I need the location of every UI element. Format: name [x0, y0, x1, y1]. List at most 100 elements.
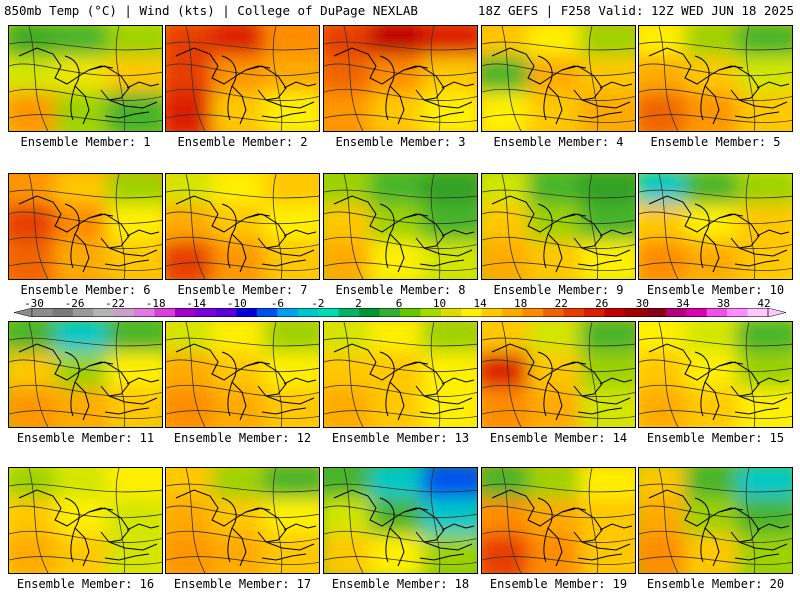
colorbar-swatch [32, 308, 53, 317]
colorbar-tick-label: 18 [514, 297, 528, 310]
colorbar-swatch [216, 308, 237, 317]
colorbar-swatch [624, 308, 646, 317]
ensemble-member-label: Ensemble Member: 17 [173, 577, 312, 591]
ensemble-member-map [323, 173, 478, 280]
ensemble-member-label: Ensemble Member: 8 [335, 283, 466, 297]
colorbar-tick-label: 10 [432, 297, 447, 310]
ensemble-member-map [323, 25, 478, 132]
ensemble-member-label: Ensemble Member: 16 [16, 577, 155, 591]
ensemble-member-label: Ensemble Member: 3 [335, 135, 466, 149]
colorbar-swatch [400, 308, 421, 317]
ensemble-member-map [8, 25, 163, 132]
colorbar-swatch [359, 308, 381, 317]
colorbar-tick-label: -30 [24, 297, 44, 310]
colorbar-swatch [665, 308, 687, 317]
ensemble-member-map [8, 173, 163, 280]
ensemble-member-map [638, 25, 793, 132]
colorbar-swatch [747, 308, 769, 317]
colorbar-swatch [134, 308, 156, 317]
temperature-field [639, 26, 792, 131]
colorbar-high-arrow [767, 308, 786, 317]
colorbar-tick-label: -6 [270, 297, 284, 310]
ensemble-member-label: Ensemble Member: 4 [493, 135, 624, 149]
ensemble-member-map [323, 321, 478, 428]
colorbar-swatch [338, 308, 360, 317]
colorbar-swatch [297, 308, 319, 317]
ensemble-member-label: Ensemble Member: 2 [177, 135, 308, 149]
temperature-field [324, 322, 477, 427]
colorbar-swatch [113, 308, 135, 317]
colorbar-tick-label: -26 [64, 297, 85, 310]
colorbar-swatch [195, 308, 217, 317]
ensemble-member-map [165, 173, 320, 280]
ensemble-member-map [8, 321, 163, 428]
temperature-field [9, 174, 162, 279]
ensemble-member-label: Ensemble Member: 7 [177, 283, 308, 297]
colorbar-swatch [256, 308, 278, 317]
colorbar-tick-label: 6 [395, 297, 403, 310]
temperature-field [166, 468, 319, 573]
temperature-field [482, 26, 635, 131]
colorbar-tick-label: 42 [757, 297, 771, 310]
ensemble-member-map [481, 25, 636, 132]
colorbar-tick-label: -18 [145, 297, 166, 310]
colorbar-swatch [543, 308, 565, 317]
ensemble-member-label: Ensemble Member: 5 [650, 135, 781, 149]
temperature-field [324, 174, 477, 279]
temperature-field [9, 322, 162, 427]
colorbar-tick-label: -22 [105, 297, 126, 310]
ensemble-member-label: Ensemble Member: 13 [331, 431, 470, 445]
colorbar-swatch [686, 308, 708, 317]
colorbar-tick-label: 2 [355, 297, 362, 310]
colorbar-swatch [706, 308, 728, 317]
ensemble-member-map [323, 467, 478, 574]
colorbar-swatch [175, 308, 197, 317]
ensemble-member-label: Ensemble Member: 15 [646, 431, 785, 445]
ensemble-member-label: Ensemble Member: 11 [16, 431, 155, 445]
temperature-field [482, 174, 635, 279]
colorbar-tick-label: 38 [716, 297, 731, 310]
ensemble-member-map [481, 467, 636, 574]
colorbar-tick-label: -14 [186, 297, 207, 310]
ensemble-member-label: Ensemble Member: 20 [646, 577, 785, 591]
ensemble-member-map [638, 467, 793, 574]
colorbar-swatch [604, 308, 626, 317]
colorbar-swatch [502, 308, 524, 317]
colorbar-tick-label: 30 [635, 297, 649, 310]
ensemble-member-map [481, 321, 636, 428]
temperature-field [324, 468, 477, 573]
colorbar-swatch [420, 308, 442, 317]
temperature-field [482, 468, 635, 573]
chart-title: 850mb Temp (°C) | Wind (kts) | College o… [4, 3, 418, 18]
colorbar-tick-label: 34 [676, 297, 690, 310]
colorbar-swatch [93, 308, 115, 317]
temperature-field [639, 174, 792, 279]
colorbar-swatch [154, 308, 176, 317]
ensemble-member-map [481, 173, 636, 280]
colorbar-swatch [727, 308, 749, 317]
colorbar-swatch [277, 308, 299, 317]
colorbar-swatch [563, 308, 585, 317]
temperature-field [639, 468, 792, 573]
ensemble-member-label: Ensemble Member: 10 [646, 283, 785, 297]
colorbar [14, 308, 786, 317]
ensemble-member-map [165, 321, 320, 428]
colorbar-swatch [318, 308, 340, 317]
colorbar-border [31, 308, 769, 317]
colorbar-tick-label: -10 [226, 297, 247, 310]
temperature-field [639, 322, 792, 427]
ensemble-member-label: Ensemble Member: 9 [493, 283, 624, 297]
colorbar-swatch [481, 308, 503, 317]
ensemble-member-map [638, 173, 793, 280]
ensemble-member-label: Ensemble Member: 12 [173, 431, 312, 445]
colorbar-tick-label: 22 [554, 297, 568, 310]
temperature-field [9, 468, 162, 573]
colorbar-swatch [236, 308, 258, 317]
colorbar-swatch [379, 308, 401, 317]
colorbar-swatch [461, 308, 483, 317]
temperature-field [482, 322, 635, 427]
ensemble-member-label: Ensemble Member: 14 [489, 431, 628, 445]
temperature-field [9, 26, 162, 131]
ensemble-member-map [8, 467, 163, 574]
colorbar-tick-label: -2 [311, 297, 325, 310]
